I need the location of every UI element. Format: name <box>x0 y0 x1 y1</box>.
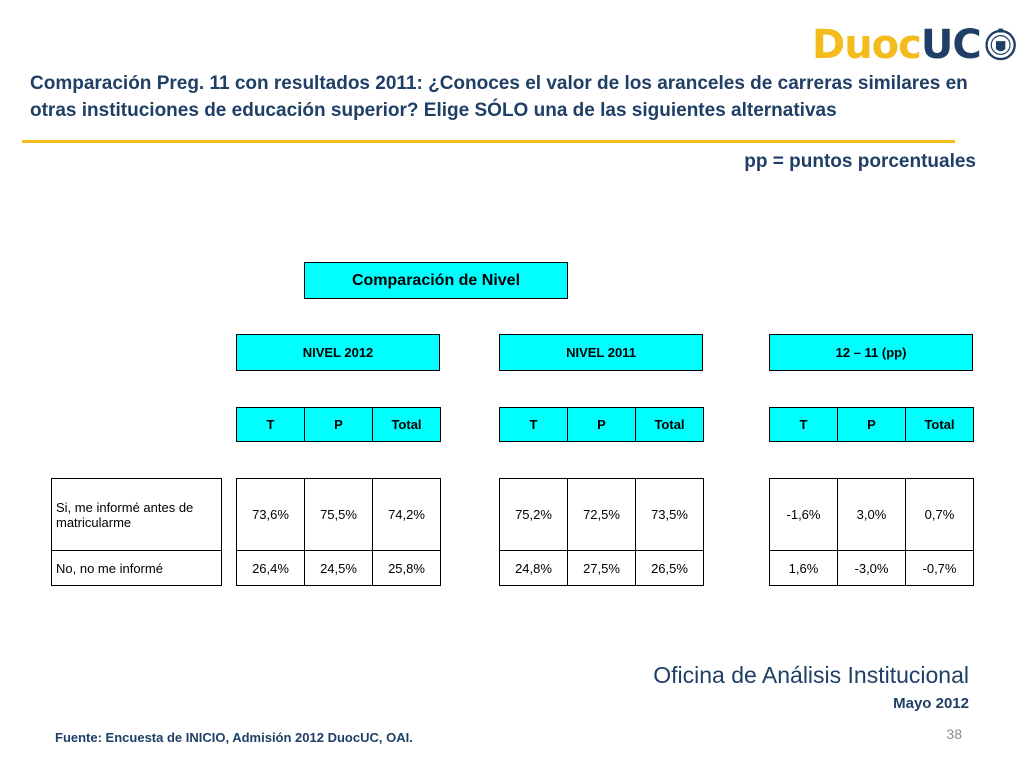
table-row: 24,8% 27,5% 26,5% <box>499 550 704 586</box>
headers-2012: T P Total <box>236 407 441 442</box>
row-label-no: No, no me informé <box>51 550 222 586</box>
cell-value: -0,7% <box>905 550 974 586</box>
university-seal-icon <box>985 28 1016 61</box>
cell-value: 74,2% <box>372 478 441 551</box>
cell-value: -1,6% <box>769 478 838 551</box>
cell-value: 75,5% <box>304 478 373 551</box>
header-t: T <box>236 407 305 442</box>
table-row: 75,2% 72,5% 73,5% <box>499 478 704 551</box>
cell-value: 24,5% <box>304 550 373 586</box>
cell-value: 26,4% <box>236 550 305 586</box>
cell-value: 0,7% <box>905 478 974 551</box>
table-row: -1,6% 3,0% 0,7% <box>769 478 974 551</box>
table-row: 26,4% 24,5% 25,8% <box>236 550 441 586</box>
report-date: Mayo 2012 <box>893 695 969 712</box>
source-note: Fuente: Encuesta de INICIO, Admisión 201… <box>55 730 413 745</box>
header-total: Total <box>635 407 704 442</box>
table-row: 1,6% -3,0% -0,7% <box>769 550 974 586</box>
header-p: P <box>304 407 373 442</box>
cell-value: 27,5% <box>567 550 636 586</box>
logo-uc-text: UC <box>920 22 982 68</box>
page-number: 38 <box>946 726 962 742</box>
headers-2011: T P Total <box>499 407 704 442</box>
cell-value: 24,8% <box>499 550 568 586</box>
header-total: Total <box>905 407 974 442</box>
header-t: T <box>499 407 568 442</box>
cell-value: 1,6% <box>769 550 838 586</box>
row-labels: Si, me informé antes de matricularme No,… <box>51 478 222 586</box>
title-underline <box>22 140 955 143</box>
row-label-yes: Si, me informé antes de matricularme <box>51 478 222 551</box>
cell-value: 73,6% <box>236 478 305 551</box>
values-2012: 73,6% 75,5% 74,2% 26,4% 24,5% 25,8% <box>236 478 441 586</box>
header-t: T <box>769 407 838 442</box>
cell-value: 72,5% <box>567 478 636 551</box>
values-diff: -1,6% 3,0% 0,7% 1,6% -3,0% -0,7% <box>769 478 974 586</box>
cell-value: 75,2% <box>499 478 568 551</box>
group-title-2012: NIVEL 2012 <box>236 334 440 371</box>
table-row: 73,6% 75,5% 74,2% <box>236 478 441 551</box>
duocuc-logo: DuocUC <box>812 14 1016 76</box>
cell-value: -3,0% <box>837 550 906 586</box>
logo-duoc-text: Duoc <box>812 22 922 68</box>
group-title-diff: 12 – 11 (pp) <box>769 334 973 371</box>
cell-value: 26,5% <box>635 550 704 586</box>
office-name: Oficina de Análisis Institucional <box>653 662 969 688</box>
pp-note: pp = puntos porcentuales <box>744 151 976 172</box>
cell-value: 73,5% <box>635 478 704 551</box>
group-title-2011: NIVEL 2011 <box>499 334 703 371</box>
cell-value: 25,8% <box>372 550 441 586</box>
slide-title: Comparación Preg. 11 con resultados 2011… <box>30 73 968 121</box>
values-2011: 75,2% 72,5% 73,5% 24,8% 27,5% 26,5% <box>499 478 704 586</box>
header-total: Total <box>372 407 441 442</box>
comparison-heading: Comparación de Nivel <box>304 262 568 299</box>
header-p: P <box>837 407 906 442</box>
header-p: P <box>567 407 636 442</box>
headers-diff: T P Total <box>769 407 974 442</box>
cell-value: 3,0% <box>837 478 906 551</box>
